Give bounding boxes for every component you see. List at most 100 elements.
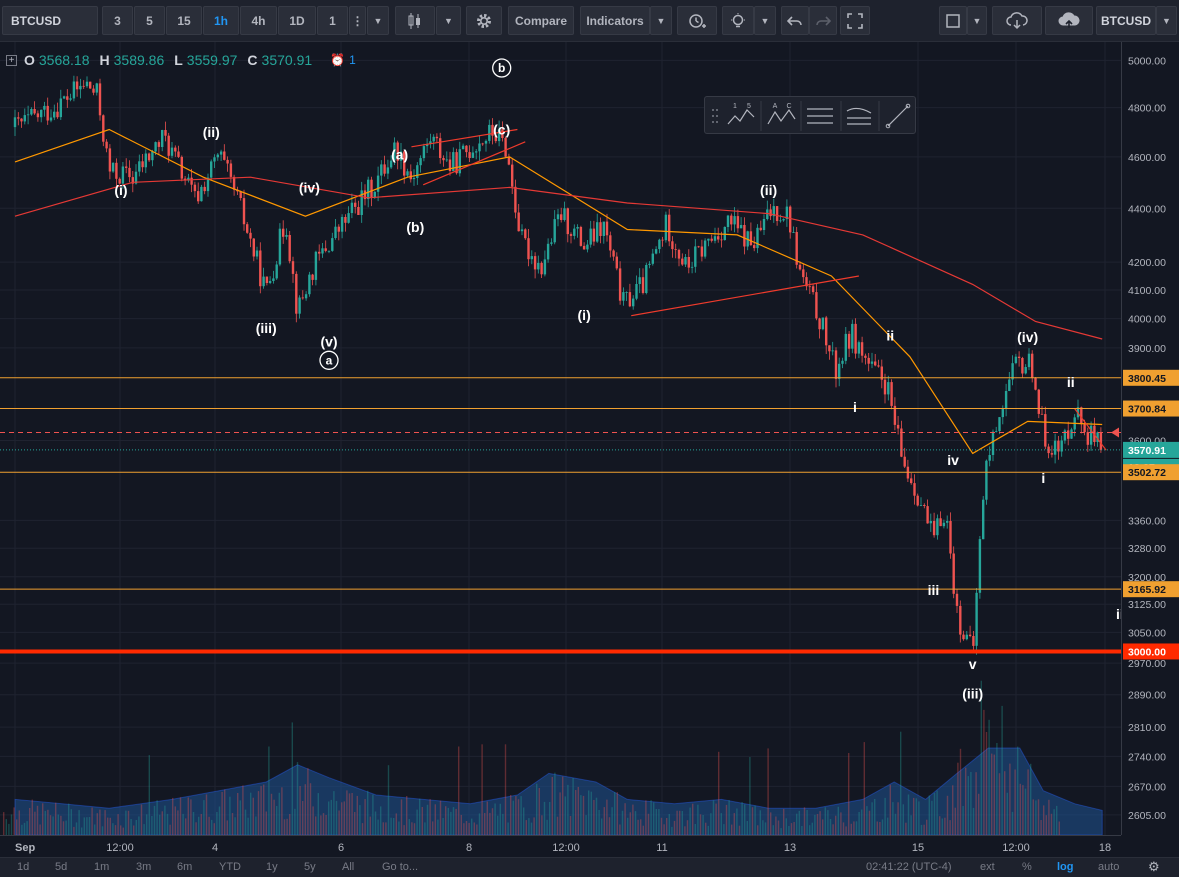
utc-clock[interactable]: 02:41:22 (UTC-4) — [866, 861, 952, 873]
interval-1d-button[interactable]: 1D — [278, 6, 316, 35]
log-scale-toggle[interactable]: log — [1057, 861, 1074, 873]
interval-dropdown-icon[interactable]: ▼ — [367, 6, 389, 35]
time-tick-label: 18 — [1099, 842, 1111, 854]
range-3m-button[interactable]: 3m — [136, 861, 152, 873]
parallel-channel-tool-icon[interactable] — [807, 108, 833, 124]
volume-bar — [556, 816, 559, 835]
volume-bar — [213, 823, 215, 835]
candle-body — [900, 428, 903, 457]
candle-body — [66, 96, 69, 100]
candle-body — [560, 214, 563, 220]
range-1y-button[interactable]: 1y — [266, 861, 278, 873]
more-intervals-icon[interactable]: ⋮ — [349, 6, 366, 35]
range-ytd-button[interactable]: YTD — [219, 861, 241, 873]
ideas-button[interactable] — [722, 6, 754, 35]
percent-scale-toggle[interactable]: % — [1022, 861, 1032, 873]
drag-handle-icon[interactable] — [712, 109, 718, 123]
range-1m-button[interactable]: 1m — [94, 861, 110, 873]
chart-pane[interactable]: (i) (ii) (iii) (iv) (v) a (a) (b) (c) b (i) (ii) i ii… — [0, 42, 1152, 836]
elliott-impulse-tool-icon[interactable]: 1 5 — [727, 103, 755, 125]
auto-scale-toggle[interactable]: auto — [1098, 861, 1120, 873]
candle-body — [625, 292, 628, 293]
lightbulb-icon — [731, 12, 745, 27]
undo-button[interactable] — [781, 6, 809, 35]
price-badge-label: 3800.45 — [1128, 373, 1166, 385]
candle-body — [298, 297, 301, 314]
candle-body — [527, 238, 530, 260]
candle-body — [59, 98, 62, 118]
volume-bar — [309, 783, 312, 835]
interval-15-button[interactable]: 15 — [166, 6, 202, 35]
volume-bar — [952, 785, 954, 835]
volume-bar — [380, 806, 382, 835]
settings-button[interactable] — [466, 6, 502, 35]
redo-button[interactable] — [809, 6, 837, 35]
candle-body — [206, 177, 210, 192]
symbol-dropdown-icon[interactable]: ▼ — [1156, 6, 1177, 35]
volume-bar — [601, 818, 603, 835]
volume-bar — [712, 800, 715, 835]
volume-bar — [322, 813, 325, 835]
symbol-search-button[interactable]: BTCUSD — [2, 6, 98, 35]
load-chart-button[interactable] — [992, 6, 1042, 35]
volume-bar — [203, 800, 205, 835]
compare-button[interactable]: Compare — [508, 6, 574, 35]
volume-bar — [473, 822, 475, 835]
price-axis[interactable]: 5000.00 4800.00 4600.00 4400.00 4200.00 4100.… — [1121, 42, 1179, 835]
range-5d-button[interactable]: 5d — [55, 861, 68, 873]
volume-bar — [803, 807, 806, 835]
layout-dropdown-icon[interactable]: ▼ — [967, 6, 987, 35]
fullscreen-button[interactable] — [840, 6, 870, 35]
interval-1h-button[interactable]: 1h — [203, 6, 239, 35]
chart-type-dropdown-icon[interactable]: ▼ — [436, 6, 461, 35]
volume-bar — [16, 819, 18, 835]
candle-body — [766, 209, 769, 219]
candle-body — [249, 232, 252, 239]
symbol-display-button[interactable]: BTCUSD — [1096, 6, 1156, 35]
volume-bar — [543, 801, 546, 835]
volume-bar — [159, 814, 161, 835]
save-chart-button[interactable] — [1045, 6, 1093, 35]
legend-settings-icon[interactable]: + — [6, 54, 17, 66]
volume-bar — [114, 825, 117, 835]
volume-bar — [478, 813, 481, 835]
interval-1-button[interactable]: 1 — [317, 6, 348, 35]
range-all-button[interactable]: All — [342, 861, 355, 873]
volume-bar — [900, 731, 902, 835]
indicators-dropdown-icon[interactable]: ▼ — [650, 6, 672, 35]
extended-hours-toggle[interactable]: ext — [980, 861, 995, 873]
price-tick-label: 4100.00 — [1128, 285, 1166, 297]
go-to-date-button[interactable]: Go to... — [382, 861, 419, 873]
candle-type-button[interactable] — [395, 6, 435, 35]
alert-button[interactable] — [677, 6, 717, 35]
volume-bar — [395, 813, 397, 835]
range-5y-button[interactable]: 5y — [304, 861, 316, 873]
regression-channel-tool-icon[interactable] — [846, 107, 872, 125]
candle-body — [1017, 356, 1021, 358]
interval-3-button[interactable]: 3 — [102, 6, 133, 35]
volume-bar — [946, 795, 949, 835]
trend-line-tool-icon[interactable] — [885, 103, 911, 129]
time-tick-label: 6 — [338, 842, 344, 854]
time-axis[interactable]: Sep 12:00 4 6 8 12:00 11 13 15 12:00 18 — [0, 835, 1121, 857]
elliott-correction-tool-icon[interactable]: A C — [767, 103, 796, 125]
ideas-dropdown-icon[interactable]: ▼ — [754, 6, 776, 35]
volume-bar — [944, 817, 946, 835]
chart-settings-gear-icon[interactable]: ⚙ — [1148, 859, 1160, 874]
alert-clock-icon[interactable]: ⏰ — [330, 53, 346, 67]
volume-bar — [845, 826, 847, 835]
volume-bar — [320, 815, 322, 835]
interval-5-button[interactable]: 5 — [134, 6, 165, 35]
volume-bar — [686, 820, 689, 835]
indicators-button[interactable]: Indicators — [580, 6, 650, 35]
price-chart[interactable]: (i)(ii)(iii)(iv)(v)a(a)(b)(c)b(i)(ii)iii… — [0, 42, 1152, 836]
candle-body — [743, 225, 746, 247]
candle-body — [540, 262, 543, 275]
candle-body — [821, 317, 825, 330]
range-6m-button[interactable]: 6m — [177, 861, 193, 873]
interval-4h-button[interactable]: 4h — [240, 6, 277, 35]
layout-button[interactable] — [939, 6, 967, 35]
candle-body — [733, 216, 736, 225]
candle-body — [860, 342, 864, 356]
range-1d-button[interactable]: 1d — [17, 861, 30, 873]
